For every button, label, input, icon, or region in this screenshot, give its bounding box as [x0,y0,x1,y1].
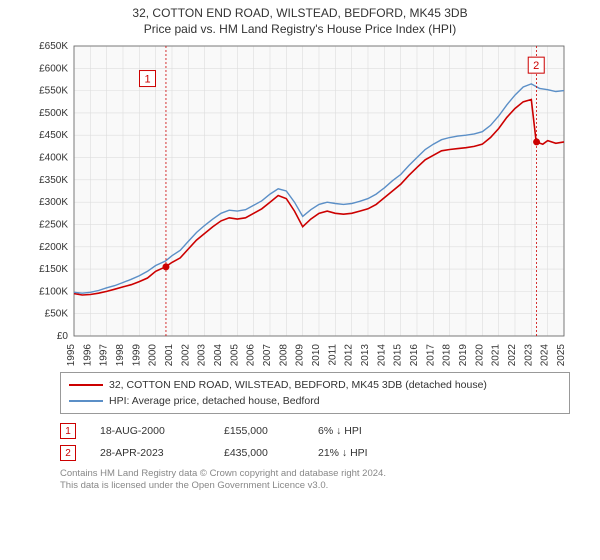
svg-text:2014: 2014 [376,344,387,366]
svg-text:1998: 1998 [115,344,126,366]
svg-text:2025: 2025 [556,344,567,366]
svg-text:1: 1 [144,74,150,86]
svg-text:2013: 2013 [360,344,371,366]
svg-text:£350K: £350K [39,175,68,186]
marker-date-1: 18-AUG-2000 [100,425,200,437]
title-line-2: Price paid vs. HM Land Registry's House … [0,22,600,36]
svg-text:2000: 2000 [148,344,159,366]
marker-delta-2: 21% ↓ HPI [318,447,408,459]
legend-box: 32, COTTON END ROAD, WILSTEAD, BEDFORD, … [60,372,570,414]
svg-text:2: 2 [533,60,539,72]
marker-price-2: £435,000 [224,447,294,459]
svg-text:2011: 2011 [327,344,338,366]
svg-text:2003: 2003 [197,344,208,366]
svg-text:2015: 2015 [393,344,404,366]
svg-text:£400K: £400K [39,153,68,164]
svg-text:2023: 2023 [523,344,534,366]
svg-text:£550K: £550K [39,86,68,97]
marker-date-2: 28-APR-2023 [100,447,200,459]
price-chart: £0 £50K £100K £150K £200K £250K £300K £350K £400… [20,36,580,366]
svg-text:2024: 2024 [540,344,551,366]
svg-text:2017: 2017 [425,344,436,366]
svg-text:£50K: £50K [45,309,69,320]
marker-table: 1 18-AUG-2000 £155,000 6% ↓ HPI 2 28-APR… [60,420,570,464]
svg-text:1997: 1997 [99,344,110,366]
svg-text:£650K: £650K [39,41,68,52]
svg-text:2016: 2016 [409,344,420,366]
svg-text:2010: 2010 [311,344,322,366]
svg-text:£450K: £450K [39,130,68,141]
svg-text:£100K: £100K [39,286,68,297]
svg-text:2007: 2007 [262,344,273,366]
svg-text:£300K: £300K [39,197,68,208]
legend-row-property: 32, COTTON END ROAD, WILSTEAD, BEDFORD, … [69,377,561,393]
svg-text:2006: 2006 [246,344,257,366]
svg-text:1995: 1995 [66,344,77,366]
marker-badge-1: 1 [60,423,76,439]
svg-text:2019: 2019 [458,344,469,366]
marker-delta-1: 6% ↓ HPI [318,425,408,437]
svg-text:2008: 2008 [278,344,289,366]
marker-badge-2: 2 [60,445,76,461]
svg-text:£0: £0 [57,331,69,342]
svg-text:2002: 2002 [180,344,191,366]
legend-swatch-hpi [69,400,103,402]
svg-text:£200K: £200K [39,242,68,253]
svg-text:£150K: £150K [39,264,68,275]
chart-title-block: 32, COTTON END ROAD, WILSTEAD, BEDFORD, … [0,0,600,36]
marker-row-2: 2 28-APR-2023 £435,000 21% ↓ HPI [60,442,570,464]
svg-text:1996: 1996 [82,344,93,366]
svg-text:£600K: £600K [39,63,68,74]
legend-swatch-property [69,384,103,386]
svg-text:2021: 2021 [491,344,502,366]
svg-text:£250K: £250K [39,219,68,230]
legend-row-hpi: HPI: Average price, detached house, Bedf… [69,393,561,409]
legend-label-property: 32, COTTON END ROAD, WILSTEAD, BEDFORD, … [109,379,487,391]
footnote-line-2: This data is licensed under the Open Gov… [60,480,570,492]
svg-text:2020: 2020 [474,344,485,366]
legend-label-hpi: HPI: Average price, detached house, Bedf… [109,395,320,407]
svg-text:2012: 2012 [344,344,355,366]
svg-text:2018: 2018 [442,344,453,366]
marker-row-1: 1 18-AUG-2000 £155,000 6% ↓ HPI [60,420,570,442]
title-line-1: 32, COTTON END ROAD, WILSTEAD, BEDFORD, … [0,6,600,20]
footnote: Contains HM Land Registry data © Crown c… [60,468,570,493]
svg-text:2004: 2004 [213,344,224,366]
svg-text:2009: 2009 [295,344,306,366]
footnote-line-1: Contains HM Land Registry data © Crown c… [60,468,570,480]
svg-text:2001: 2001 [164,344,175,366]
svg-text:1999: 1999 [131,344,142,366]
svg-text:2005: 2005 [229,344,240,366]
svg-text:2022: 2022 [507,344,518,366]
svg-text:£500K: £500K [39,108,68,119]
marker-price-1: £155,000 [224,425,294,437]
